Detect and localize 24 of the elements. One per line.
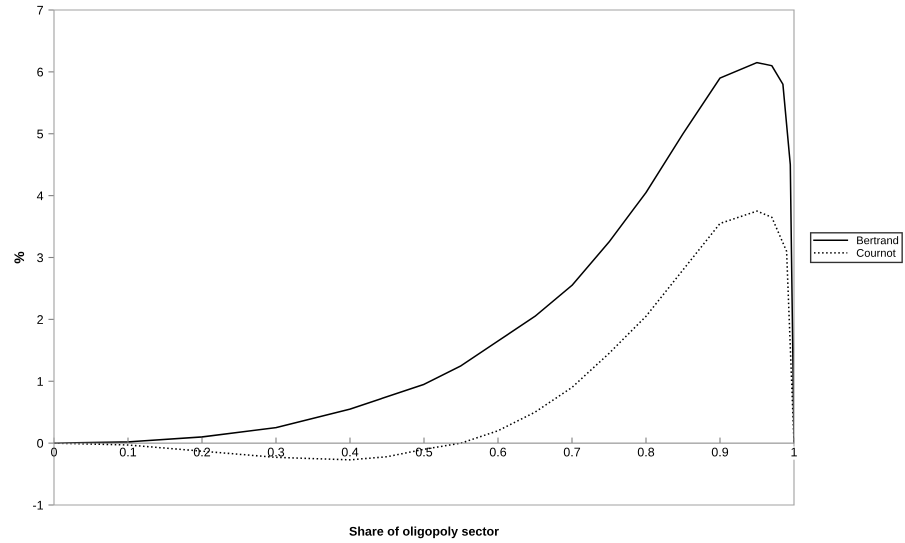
x-tick-label: 0	[51, 448, 57, 456]
x-axis-title: Share of oligopoly sector	[349, 526, 499, 538]
legend-label: Bertrand	[857, 236, 898, 244]
x-tick-label: 0.7	[564, 448, 580, 456]
x-tick-label: 0.1	[120, 448, 136, 456]
y-tick-label: 5	[37, 130, 44, 138]
y-tick-label: 2	[37, 315, 43, 324]
x-tick-label: 0.3	[268, 448, 284, 456]
y-axis-title: %	[14, 252, 24, 264]
x-tick-label: 1	[791, 448, 797, 456]
x-tick-label: 0.9	[712, 448, 728, 456]
y-tick-label: 4	[36, 192, 44, 200]
y-tick-label: 3	[37, 253, 44, 262]
y-tick-label: 6	[37, 68, 44, 77]
legend-label: Cournot	[856, 249, 896, 257]
x-tick-label: 0.4	[342, 448, 358, 456]
y-tick-label: 0	[37, 438, 44, 448]
x-tick-label: 0.6	[490, 448, 506, 456]
x-tick-label: 0.5	[416, 448, 432, 456]
y-tick-label: -1	[33, 500, 43, 510]
x-tick-label: 0.2	[194, 448, 210, 456]
y-tick-label: 7	[37, 6, 43, 15]
y-tick-label: 1	[38, 377, 43, 386]
x-tick-label: 0.8	[638, 448, 654, 456]
